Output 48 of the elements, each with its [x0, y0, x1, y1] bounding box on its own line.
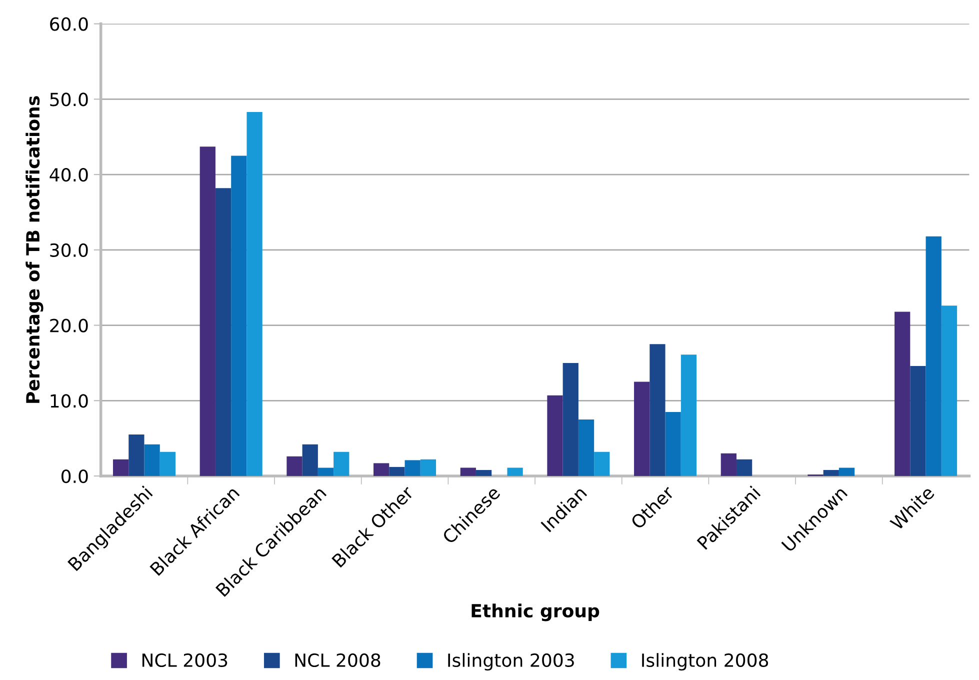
bar: [910, 366, 926, 476]
bar: [318, 468, 334, 476]
y-tick-label: 10.0: [50, 394, 88, 408]
bar: [665, 412, 681, 476]
bar: [246, 112, 262, 476]
bar: [302, 444, 318, 476]
bar: [200, 146, 216, 476]
bar: [112, 459, 129, 476]
bar: [650, 344, 666, 476]
bar: [215, 188, 232, 476]
bar: [389, 466, 405, 476]
y-tick-label: 50.0: [50, 92, 88, 106]
bar: [594, 452, 610, 476]
y-tick-label: 30.0: [50, 243, 88, 258]
bar: [144, 444, 160, 476]
bar: [562, 362, 578, 476]
bar: [578, 419, 594, 476]
bar: [507, 468, 523, 476]
bar: [374, 463, 390, 476]
bar: [160, 452, 176, 476]
bar: [231, 156, 247, 476]
bar: [634, 382, 650, 476]
bar: [128, 434, 144, 476]
bar: [720, 453, 736, 476]
bar: [286, 456, 302, 476]
legend-label: Islington 2003: [448, 653, 574, 671]
legend-label: Islington 2008: [642, 653, 768, 671]
bar: [941, 306, 958, 476]
bar: [334, 452, 350, 476]
x-axis-title: Ethnic group: [472, 604, 600, 622]
bar: [476, 470, 492, 476]
y-tick-label: 0.0: [62, 469, 88, 484]
bar: [680, 354, 697, 476]
legend-label: NCL 2008: [295, 653, 380, 668]
bar: [823, 470, 839, 476]
bar: [736, 459, 752, 476]
legend-label: NCL 2003: [142, 653, 228, 668]
bar: [894, 312, 910, 476]
bar: [838, 468, 855, 476]
y-axis-title: Percentage of TB notifications: [26, 96, 44, 403]
bar: [420, 459, 436, 476]
y-tick-label: 40.0: [50, 168, 88, 182]
y-tick-label: 60.0: [50, 17, 88, 31]
bar: [547, 395, 563, 476]
bar: [404, 460, 420, 476]
y-tick-label: 20.0: [50, 318, 88, 332]
bar: [460, 468, 476, 476]
bar: [926, 236, 942, 476]
